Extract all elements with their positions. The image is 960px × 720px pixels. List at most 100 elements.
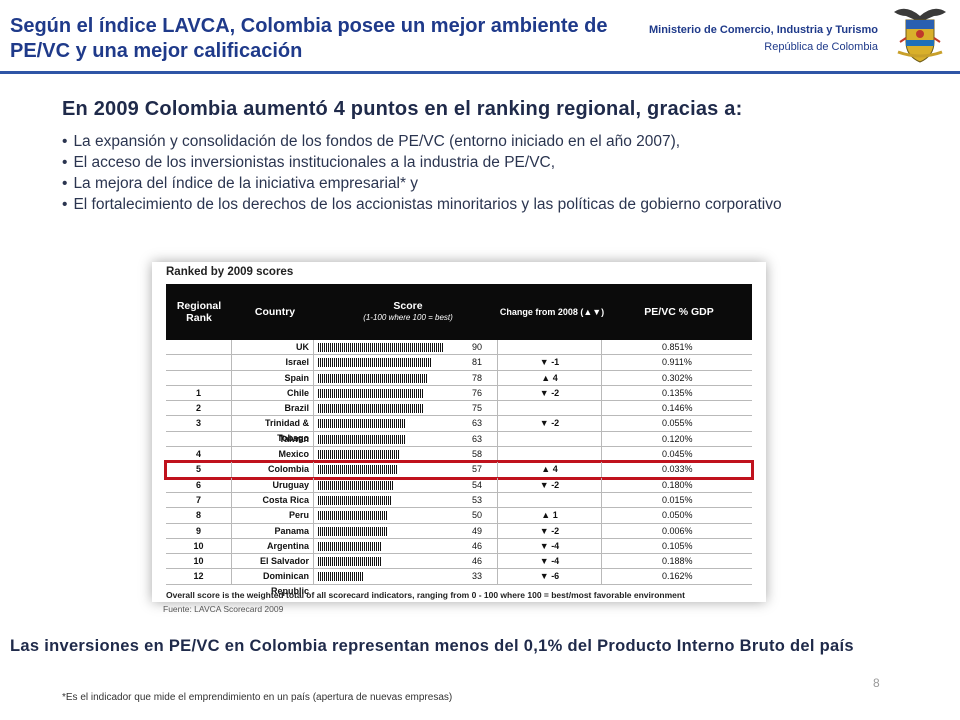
rank-cell: 9 <box>166 523 232 539</box>
gdp-cell: 0.302% <box>662 372 693 383</box>
score-bar <box>318 419 406 429</box>
score-bar <box>318 343 444 352</box>
country-cell: Mexico <box>232 447 314 463</box>
bullet-item: • El fortalecimiento de los derechos de l… <box>62 196 782 213</box>
table-row: 10 Argentina 46 ▼ -4 0.105% <box>166 538 752 555</box>
score-cell: 53 <box>472 492 498 508</box>
score-bar <box>318 373 427 383</box>
score-bar <box>318 541 382 551</box>
header-country: Country <box>254 306 296 318</box>
conclusion-text: Las inversiones en PE/VC en Colombia rep… <box>10 637 854 655</box>
gdp-cell: 0.105% <box>662 540 693 551</box>
score-cell: 78 <box>472 370 498 386</box>
score-cell: 46 <box>472 554 498 570</box>
score-cell: 90 <box>472 340 498 355</box>
rank-cell: 6 <box>166 477 232 493</box>
table-row: 1 Chile 76 ▼ -2 0.135% <box>166 385 752 402</box>
country-cell: Uruguay <box>232 477 314 493</box>
table-row: Spain 78 ▲ 4 0.302% <box>166 370 752 386</box>
gdp-cell: 0.146% <box>662 403 693 414</box>
rank-cell: 2 <box>166 401 232 417</box>
header-score: Score (1-100 where 100 = best) <box>363 300 453 322</box>
country-cell: Colombia <box>232 462 314 478</box>
bullet-list: • La expansión y consolidación de los fon… <box>62 131 890 215</box>
header-gdp: PE/VC % GDP <box>644 306 714 318</box>
gdp-cell: 0.188% <box>662 556 693 567</box>
gdp-cell: 0.006% <box>662 525 693 536</box>
change-cell: ▲ 1 <box>498 508 602 524</box>
slide-title: Según el índice LAVCA, Colombia posee un… <box>10 15 608 62</box>
table-row: 7 Costa Rica 53 0.015% <box>166 492 752 509</box>
score-bar-cell <box>318 554 468 569</box>
table-row: Taiwan 63 0.120% <box>166 431 752 448</box>
header-divider <box>0 71 960 74</box>
table-row: 8 Peru 50 ▲ 1 0.050% <box>166 508 752 524</box>
country-cell: Costa Rica <box>232 492 314 508</box>
score-cell: 46 <box>472 538 498 554</box>
country-cell: Taiwan <box>232 431 314 447</box>
change-cell: ▼ -4 <box>498 554 602 570</box>
table-body: UK 90 0.851% Israel 81 ▼ -1 0.911% Spain 78 ▲ 4 0.… <box>164 340 754 596</box>
rank-cell <box>166 431 232 447</box>
header-change: Change from 2008 (▲▼) <box>499 307 605 317</box>
rank-cell: 10 <box>166 554 232 570</box>
table-row: 10 El Salvador 46 ▼ -4 0.188% <box>166 554 752 570</box>
footnote-text: *Es el indicador que mide el emprendimie… <box>62 692 453 703</box>
score-bar <box>318 404 423 414</box>
change-cell: ▼ -2 <box>498 523 602 539</box>
change-cell <box>498 431 602 447</box>
score-bar-cell <box>318 401 468 416</box>
change-cell: ▼ -2 <box>498 416 602 432</box>
country-cell: Brazil <box>232 401 314 417</box>
score-bar-cell <box>318 524 468 539</box>
table-row: 12 Dominican Republic 33 ▼ -6 0.162% <box>166 569 752 596</box>
change-cell <box>498 492 602 508</box>
republic-name: República de Colombia <box>764 41 878 53</box>
rank-cell <box>166 370 232 386</box>
score-bar <box>318 388 424 398</box>
table-row: 9 Panama 49 ▼ -2 0.006% <box>166 523 752 539</box>
country-cell: El Salvador <box>232 554 314 570</box>
change-cell: ▼ -4 <box>498 538 602 554</box>
bullet-item: • La expansión y consolidación de los fon… <box>62 133 681 150</box>
score-cell: 49 <box>472 523 498 539</box>
rank-cell: 5 <box>166 462 232 478</box>
table-row: 4 Mexico 58 0.045% <box>166 447 752 463</box>
score-bar <box>318 480 394 490</box>
score-bar <box>318 511 388 521</box>
gdp-cell: 0.135% <box>662 387 693 398</box>
score-cell: 50 <box>472 508 498 524</box>
rank-cell: 8 <box>166 508 232 524</box>
change-cell: ▲ 4 <box>498 462 602 478</box>
score-cell: 75 <box>472 401 498 417</box>
score-cell: 63 <box>472 431 498 447</box>
score-bar-cell <box>318 462 468 477</box>
gdp-cell: 0.050% <box>662 510 693 521</box>
table-row: 2 Brazil 75 0.146% <box>166 401 752 417</box>
country-cell: Spain <box>232 370 314 386</box>
rank-cell: 1 <box>166 385 232 401</box>
score-bar-cell <box>318 508 468 523</box>
change-cell: ▼ -2 <box>498 385 602 401</box>
ministry-name: Ministerio de Comercio, Industria y Turi… <box>648 24 878 36</box>
gdp-cell: 0.033% <box>662 464 693 475</box>
ministry-label: Ministerio de Comercio, Industria y Turi… <box>649 22 878 56</box>
score-bar-cell <box>318 386 468 401</box>
rank-cell: 4 <box>166 447 232 463</box>
rank-cell <box>166 355 232 371</box>
score-cell: 54 <box>472 477 498 493</box>
gdp-cell: 0.015% <box>662 494 693 505</box>
score-bar-cell <box>318 432 468 447</box>
score-bar-cell <box>318 340 468 355</box>
rank-cell: 10 <box>166 538 232 554</box>
score-bar <box>318 358 431 368</box>
score-bar <box>318 465 398 475</box>
score-bar <box>318 572 364 582</box>
change-cell: ▲ 4 <box>498 370 602 386</box>
score-bar <box>318 526 387 536</box>
change-cell <box>498 401 602 417</box>
score-bar-cell <box>318 371 468 386</box>
score-bar-cell <box>318 416 468 431</box>
score-bar <box>318 495 392 505</box>
table-title: Ranked by 2009 scores <box>166 266 294 278</box>
